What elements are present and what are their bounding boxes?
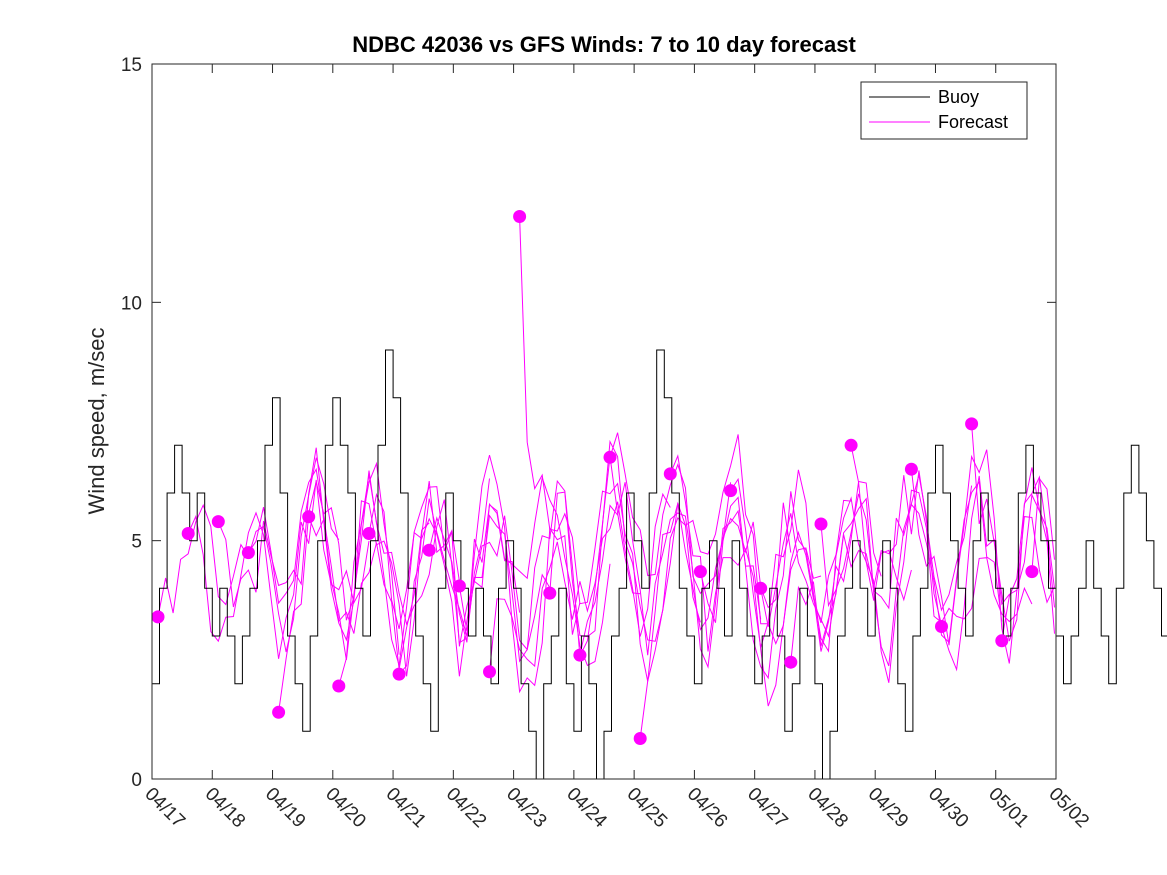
forecast-line — [579, 482, 762, 669]
forecast-markers — [151, 210, 1039, 745]
legend: Buoy Forecast — [860, 81, 1028, 140]
legend-label-forecast: Forecast — [938, 112, 1008, 132]
forecast-line — [368, 492, 551, 677]
forecast-point — [663, 467, 677, 481]
y-tick-label: 10 — [121, 293, 142, 314]
forecast-point — [422, 543, 436, 557]
forecast-line — [730, 469, 912, 653]
forecast-point — [392, 667, 406, 681]
y-tick-label: 0 — [131, 770, 142, 791]
forecast-line — [910, 449, 1055, 664]
forecast-point — [241, 546, 255, 560]
plot-area — [152, 64, 1056, 779]
forecast-point — [211, 515, 225, 529]
forecast-point — [965, 417, 979, 431]
forecast-point — [543, 586, 557, 600]
forecast-line — [217, 447, 400, 655]
forecast-point — [1025, 565, 1039, 579]
forecast-point — [724, 484, 738, 498]
y-axis-label: Wind speed, m/sec — [84, 327, 109, 514]
forecast-line — [428, 477, 611, 667]
forecast-point — [151, 610, 165, 624]
forecast-point — [272, 705, 286, 719]
plot-box — [151, 63, 1057, 780]
chart-title: NDBC 42036 vs GFS Winds: 7 to 10 day for… — [352, 32, 856, 57]
forecast-point — [483, 665, 496, 679]
forecast-line — [699, 480, 882, 680]
y-axis: 0 5 10 15 — [121, 55, 1056, 791]
forecast-point — [633, 732, 647, 745]
forecast-point — [513, 210, 527, 223]
forecast-line — [820, 480, 1003, 644]
forecast-line — [549, 439, 732, 642]
forecast-point — [603, 450, 617, 464]
forecast-line — [519, 216, 701, 682]
forecast-line — [760, 474, 942, 667]
y-tick-label: 5 — [131, 532, 142, 553]
forecast-point — [573, 648, 587, 662]
forecast-line — [971, 423, 1055, 642]
forecast-point — [754, 581, 768, 595]
forecast-line — [489, 492, 671, 672]
forecast-point — [904, 462, 918, 476]
legend-label-buoy: Buoy — [938, 87, 979, 107]
forecast-line — [790, 470, 973, 663]
forecast-point — [784, 655, 798, 669]
forecast-point — [181, 527, 195, 540]
forecast-line — [1031, 477, 1055, 572]
y-tick-label: 15 — [121, 55, 142, 76]
forecast-point — [935, 620, 948, 633]
forecast-point — [844, 438, 858, 452]
forecast-line — [639, 434, 822, 739]
forecast-point — [362, 527, 376, 540]
forecast-point — [302, 510, 316, 524]
forecast-line — [338, 474, 521, 687]
forecast-point — [814, 517, 828, 531]
forecast-point — [693, 565, 707, 579]
legend-box — [860, 81, 1028, 140]
forecast-line — [669, 454, 852, 707]
forecast-point — [452, 579, 466, 593]
buoy-line — [152, 349, 1167, 780]
forecast-line — [187, 479, 370, 659]
forecast-point — [995, 634, 1009, 648]
buoy-series — [152, 349, 1167, 780]
forecast-point — [332, 679, 346, 693]
